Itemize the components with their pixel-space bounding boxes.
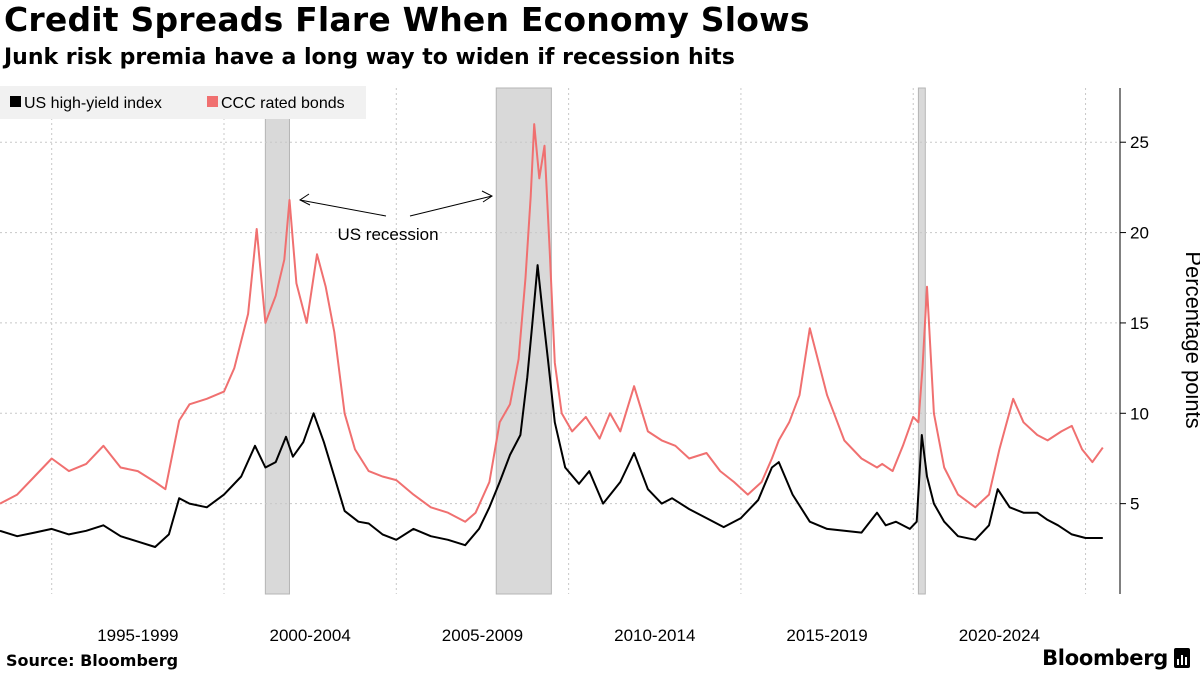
gridlines <box>0 88 1120 594</box>
recession-shading <box>264 87 926 595</box>
annotation-label: US recession <box>337 225 438 244</box>
legend-swatch-ccc <box>207 96 218 107</box>
x-axis-labels: 1995-1999 2000-2004 2005-2009 2010-2014 2015… <box>97 626 1040 645</box>
x-tick-label-5: 2015-2019 <box>786 626 867 645</box>
x-tick-label-4: 2010-2014 <box>614 626 695 645</box>
x-tick-label-1: 1995-1999 <box>97 626 178 645</box>
legend-label-hy: US high-yield index <box>24 95 162 112</box>
y-axis-label: Percentage points <box>1181 251 1200 428</box>
bloomberg-terminal-icon <box>1174 648 1190 668</box>
y-tick-label-15: 15 <box>1130 314 1149 333</box>
chart-title: Credit Spreads Flare When Economy Slows <box>4 0 810 39</box>
brand-name: Bloomberg <box>1042 646 1168 670</box>
recession-band-3 <box>917 87 926 595</box>
legend-background <box>0 86 366 119</box>
y-tick-label-20: 20 <box>1130 224 1149 243</box>
x-tick-label-2: 2000-2004 <box>269 626 350 645</box>
y-tick-label-5: 5 <box>1130 495 1139 514</box>
source-note: Source: Bloomberg <box>6 651 179 670</box>
series-lines <box>0 123 1104 548</box>
x-tick-label-3: 2005-2009 <box>442 626 523 645</box>
y-axis: 5 10 15 20 25 <box>1119 88 1149 594</box>
series-line-ccc <box>0 123 1104 523</box>
brand: Bloomberg <box>1042 646 1190 670</box>
recession-band-1 <box>264 87 290 595</box>
y-tick-label-10: 10 <box>1130 404 1149 423</box>
legend-label-ccc: CCC rated bonds <box>221 95 345 112</box>
annotation-arrowhead-left <box>299 193 311 206</box>
legend: US high-yield index CCC rated bonds <box>0 86 366 119</box>
recession-band-2 <box>495 87 552 595</box>
annotation-arrowhead-right <box>481 190 493 203</box>
annotation-arrow-right <box>409 195 493 217</box>
recession-annotation: US recession <box>299 190 493 244</box>
series-line-high-yield <box>0 264 1103 548</box>
y-tick-label-25: 25 <box>1130 133 1149 152</box>
annotation-arrow-left <box>299 199 387 217</box>
legend-swatch-hy <box>10 96 21 107</box>
chart-subtitle: Junk risk premia have a long way to wide… <box>4 45 735 70</box>
x-tick-label-6: 2020-2024 <box>959 626 1040 645</box>
